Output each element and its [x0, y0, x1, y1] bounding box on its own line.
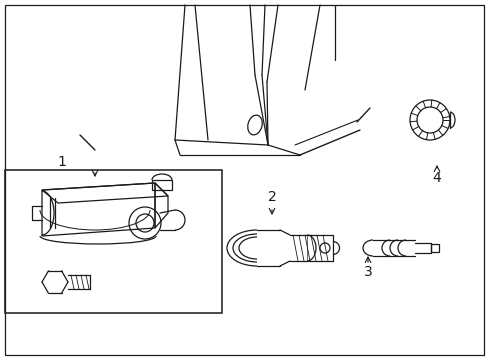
Bar: [5, 170, 222, 313]
Bar: [430, 244, 438, 252]
Text: 4: 4: [432, 171, 441, 185]
Text: 1: 1: [58, 155, 66, 169]
Text: 2: 2: [267, 190, 276, 204]
Text: 3: 3: [363, 265, 372, 279]
